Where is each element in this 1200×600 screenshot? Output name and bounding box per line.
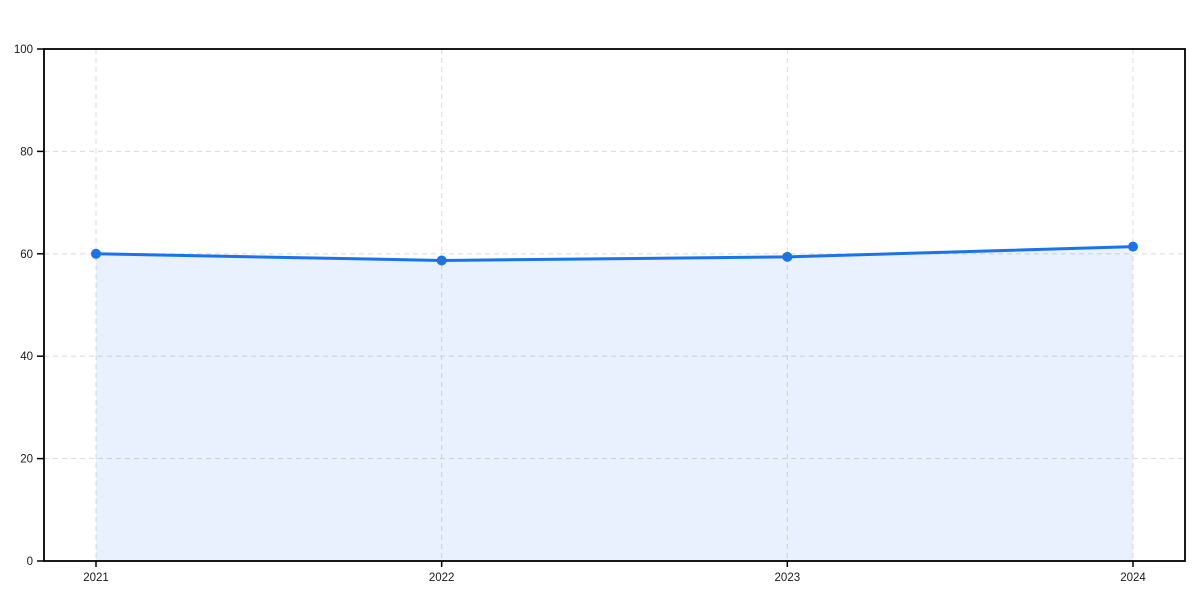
y-tick-label: 20	[20, 454, 33, 466]
x-tick-label: 2023	[775, 572, 801, 584]
data-point	[1128, 241, 1138, 252]
plot-border	[43, 48, 1186, 562]
data-point	[782, 251, 793, 262]
y-tick-label: 80	[20, 146, 33, 158]
x-tick-label: 2021	[83, 572, 109, 584]
data-point	[436, 255, 447, 266]
y-tick-label: 0	[27, 556, 33, 568]
trend-line	[94, 245, 1135, 262]
data-point	[91, 248, 101, 259]
x-tick-label: 2024	[1120, 572, 1146, 584]
y-tick-label: 100	[14, 44, 33, 56]
y-tick-label: 40	[20, 351, 33, 363]
area-fill	[96, 246, 1133, 561]
x-tick-label: 2022	[429, 572, 455, 584]
y-tick-label: 60	[20, 249, 33, 261]
